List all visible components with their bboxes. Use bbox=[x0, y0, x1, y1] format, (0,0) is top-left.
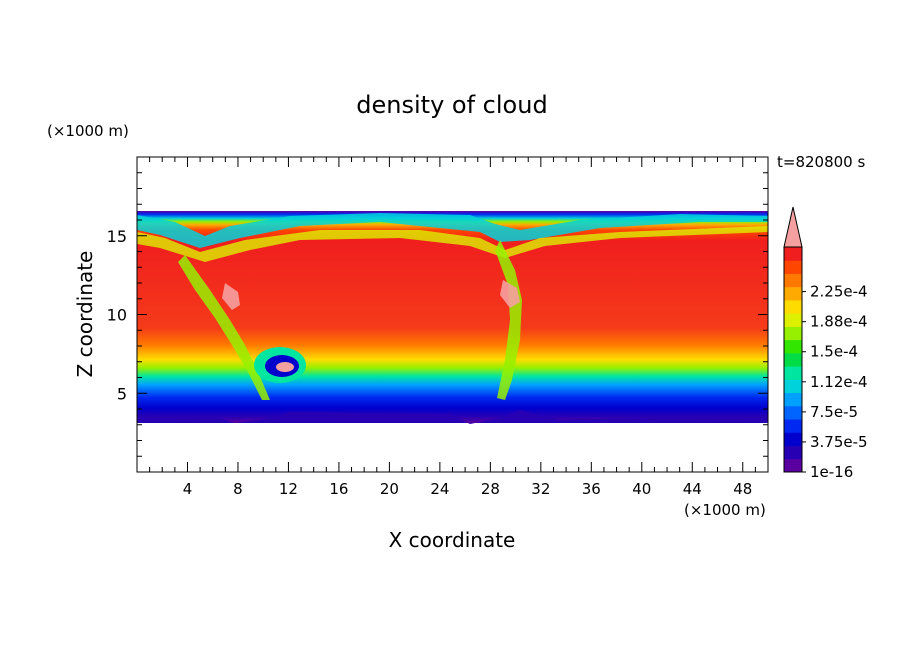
colorbar-swatch bbox=[784, 419, 802, 433]
time-label: t=820800 s bbox=[777, 153, 865, 171]
cloud-field bbox=[137, 211, 768, 424]
x-axis-label: X coordinate bbox=[389, 528, 516, 552]
colorbar-swatch bbox=[784, 273, 802, 288]
colorbar-swatch bbox=[784, 366, 802, 380]
x-tick-label: 32 bbox=[531, 480, 550, 498]
colorbar: 1e-16 3.75e-5 7.5e-5 1.12e-4 1.5e-4 1.88e-4 2.… bbox=[783, 206, 868, 481]
x-tick-label: 40 bbox=[632, 480, 651, 498]
x-tick-label: 36 bbox=[582, 480, 601, 498]
cloud-anvil-edge bbox=[137, 213, 768, 248]
cloud-base-edge bbox=[137, 410, 768, 424]
x-tick-label: 8 bbox=[233, 480, 243, 498]
colorbar-tick-label: 2.25e-4 bbox=[810, 283, 868, 301]
colorbar-swatch bbox=[784, 445, 802, 460]
y-tick-marks bbox=[137, 172, 768, 457]
colorbar-tick-label: 1.5e-4 bbox=[810, 343, 858, 361]
y-tick-labels: 5 10 15 bbox=[107, 227, 127, 404]
x-tick-label: 20 bbox=[380, 480, 399, 498]
colorbar-swatch bbox=[784, 352, 802, 367]
colorbar-swatch bbox=[784, 405, 802, 420]
y-unit-label: (×1000 m) bbox=[47, 122, 129, 140]
x-tick-label: 4 bbox=[183, 480, 193, 498]
colorbar-frame bbox=[783, 246, 803, 473]
cloud-downdraft-left bbox=[178, 255, 270, 400]
colorbar-swatch bbox=[784, 247, 802, 261]
y-tick-label: 10 bbox=[107, 306, 127, 325]
x-tick-label: 16 bbox=[329, 480, 348, 498]
colorbar-swatch bbox=[784, 339, 802, 354]
colorbar-tick-label: 1.12e-4 bbox=[810, 373, 868, 391]
cloud-downdraft-right bbox=[495, 240, 522, 400]
colorbar-tick-label: 3.75e-5 bbox=[810, 433, 868, 451]
x-tick-labels: 4 8 12 16 20 24 28 32 36 40 44 48 bbox=[183, 480, 753, 498]
x-tick-label: 24 bbox=[430, 480, 449, 498]
colorbar-tick-label: 7.5e-5 bbox=[810, 403, 858, 421]
colorbar-tick-labels: 1e-16 3.75e-5 7.5e-5 1.12e-4 1.5e-4 1.88e-4 2.… bbox=[802, 283, 868, 481]
colorbar-swatch bbox=[784, 379, 802, 394]
colorbar-swatch bbox=[784, 326, 802, 341]
colorbar-swatch bbox=[784, 299, 802, 314]
y-tick-label: 5 bbox=[117, 384, 127, 403]
cloud-anvil-yellow bbox=[137, 226, 768, 262]
colorbar-tick-label: 1e-16 bbox=[810, 463, 853, 481]
colorbar-swatch bbox=[784, 392, 802, 407]
y-axis-label: Z coordinate bbox=[73, 251, 97, 378]
x-tick-label: 28 bbox=[481, 480, 500, 498]
cloud-pink-core-right bbox=[500, 280, 520, 308]
colorbar-tick-label: 1.88e-4 bbox=[810, 313, 868, 331]
chart-title: density of cloud bbox=[356, 91, 547, 119]
colorbar-swatch bbox=[784, 260, 802, 274]
cloud-eddy-inner bbox=[276, 362, 294, 372]
colorbar-swatch bbox=[784, 432, 802, 447]
colorbar-swatch bbox=[784, 313, 802, 327]
y-tick-label: 15 bbox=[107, 227, 127, 246]
x-tick-label: 44 bbox=[683, 480, 702, 498]
plot-frame bbox=[136, 156, 769, 473]
cloud-pink-core-left bbox=[222, 283, 240, 310]
x-tick-marks bbox=[149, 157, 756, 472]
x-tick-label: 48 bbox=[733, 480, 752, 498]
x-tick-label: 12 bbox=[279, 480, 298, 498]
colorbar-swatch bbox=[784, 458, 802, 473]
colorbar-swatches bbox=[783, 206, 803, 473]
colorbar-swatch bbox=[784, 286, 802, 301]
colorbar-extend-max bbox=[783, 206, 803, 248]
x-unit-label: (×1000 m) bbox=[684, 501, 766, 519]
